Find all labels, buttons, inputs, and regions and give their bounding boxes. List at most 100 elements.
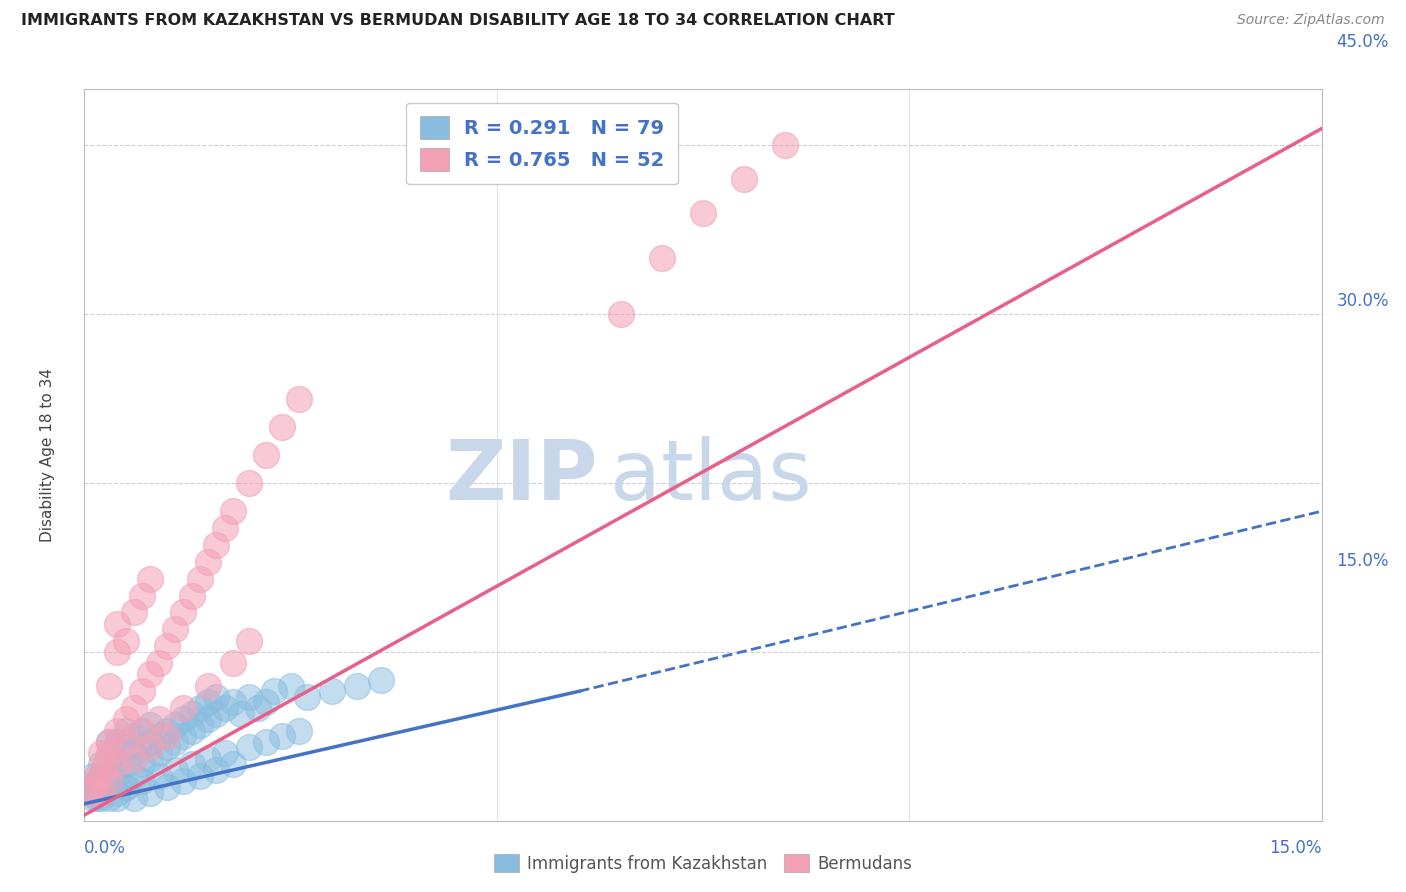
Point — [205, 690, 228, 704]
Point — [733, 172, 755, 186]
Point — [197, 696, 219, 710]
Point — [214, 701, 236, 715]
Point — [197, 679, 219, 693]
Point — [775, 138, 797, 153]
Point — [105, 616, 128, 631]
Point — [246, 701, 269, 715]
Point — [139, 752, 162, 766]
Point — [172, 712, 194, 726]
Point — [114, 780, 136, 794]
Point — [114, 723, 136, 738]
Point — [188, 718, 211, 732]
Point — [90, 746, 112, 760]
Point — [370, 673, 392, 687]
Point — [139, 667, 162, 681]
Point — [98, 774, 121, 789]
Point — [105, 723, 128, 738]
Point — [114, 757, 136, 772]
Point — [165, 718, 187, 732]
Point — [263, 684, 285, 698]
Text: 15.0%: 15.0% — [1337, 552, 1389, 570]
Point — [238, 690, 260, 704]
Point — [131, 684, 153, 698]
Point — [156, 729, 179, 743]
Text: ZIP: ZIP — [446, 436, 598, 517]
Point — [254, 735, 277, 749]
Point — [105, 785, 128, 799]
Text: Source: ZipAtlas.com: Source: ZipAtlas.com — [1237, 13, 1385, 28]
Point — [98, 735, 121, 749]
Legend: R = 0.291   N = 79, R = 0.765   N = 52: R = 0.291 N = 79, R = 0.765 N = 52 — [406, 103, 678, 185]
Point — [98, 746, 121, 760]
Point — [172, 606, 194, 620]
Point — [197, 712, 219, 726]
Point — [98, 679, 121, 693]
Point — [77, 785, 100, 799]
Point — [229, 706, 252, 721]
Point — [148, 769, 170, 783]
Point — [114, 633, 136, 648]
Point — [105, 757, 128, 772]
Point — [214, 521, 236, 535]
Point — [122, 791, 145, 805]
Point — [90, 757, 112, 772]
Point — [131, 589, 153, 603]
Point — [94, 780, 117, 794]
Point — [254, 696, 277, 710]
Point — [86, 774, 108, 789]
Point — [98, 735, 121, 749]
Point — [114, 735, 136, 749]
Point — [222, 696, 245, 710]
Point — [172, 701, 194, 715]
Point — [105, 645, 128, 659]
Point — [90, 785, 112, 799]
Point — [148, 746, 170, 760]
Point — [254, 448, 277, 462]
Point — [77, 785, 100, 799]
Point — [288, 723, 311, 738]
Text: 0.0%: 0.0% — [84, 838, 127, 857]
Point — [105, 791, 128, 805]
Point — [122, 752, 145, 766]
Point — [609, 307, 631, 321]
Point — [295, 690, 318, 704]
Point — [271, 419, 294, 434]
Point — [139, 740, 162, 755]
Point — [139, 572, 162, 586]
Point — [188, 701, 211, 715]
Text: 45.0%: 45.0% — [1337, 33, 1389, 51]
Point — [82, 780, 104, 794]
Point — [180, 589, 202, 603]
Point — [280, 679, 302, 693]
Point — [148, 712, 170, 726]
Point — [651, 251, 673, 265]
Point — [122, 769, 145, 783]
Point — [180, 757, 202, 772]
Point — [82, 769, 104, 783]
Point — [692, 206, 714, 220]
Point — [271, 729, 294, 743]
Point — [82, 791, 104, 805]
Point — [148, 729, 170, 743]
Point — [288, 392, 311, 406]
Point — [139, 785, 162, 799]
Point — [172, 729, 194, 743]
Point — [82, 780, 104, 794]
Point — [98, 791, 121, 805]
Point — [156, 780, 179, 794]
Point — [180, 706, 202, 721]
Point — [139, 735, 162, 749]
Point — [321, 684, 343, 698]
Point — [122, 606, 145, 620]
Point — [105, 735, 128, 749]
Point — [238, 633, 260, 648]
Point — [188, 572, 211, 586]
Point — [122, 701, 145, 715]
Text: IMMIGRANTS FROM KAZAKHSTAN VS BERMUDAN DISABILITY AGE 18 TO 34 CORRELATION CHART: IMMIGRANTS FROM KAZAKHSTAN VS BERMUDAN D… — [21, 13, 894, 29]
Point — [165, 763, 187, 777]
Point — [156, 723, 179, 738]
Point — [222, 504, 245, 518]
Point — [222, 757, 245, 772]
Point — [205, 706, 228, 721]
Point — [156, 639, 179, 653]
